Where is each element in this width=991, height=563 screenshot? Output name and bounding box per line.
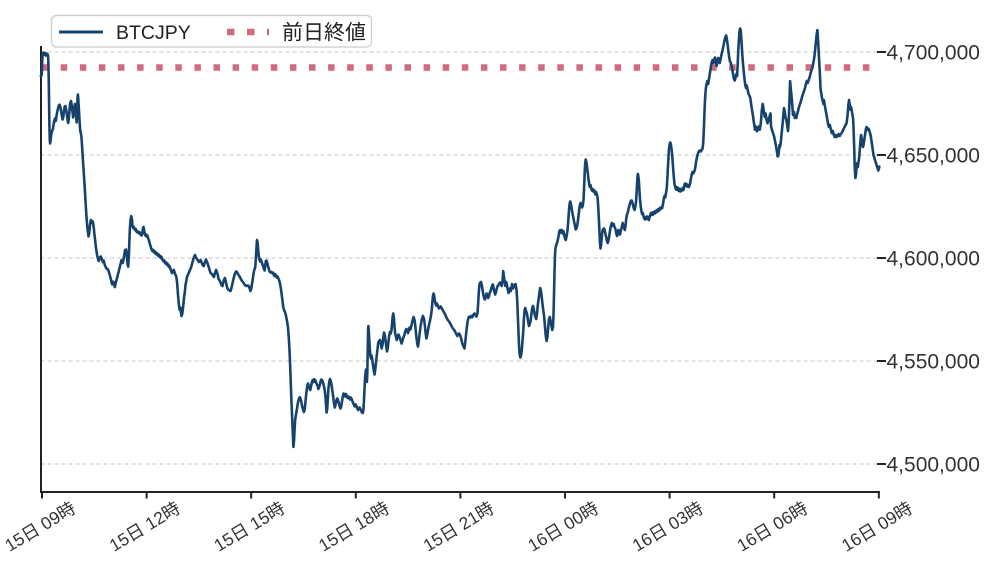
svg-text:4,600,000: 4,600,000 [887, 248, 980, 271]
svg-text:4,500,000: 4,500,000 [887, 454, 980, 477]
svg-text:4,550,000: 4,550,000 [887, 351, 980, 374]
svg-text:4,650,000: 4,650,000 [887, 145, 980, 168]
svg-text:4,700,000: 4,700,000 [887, 42, 980, 65]
svg-text:BTCJPY: BTCJPY [116, 22, 191, 44]
